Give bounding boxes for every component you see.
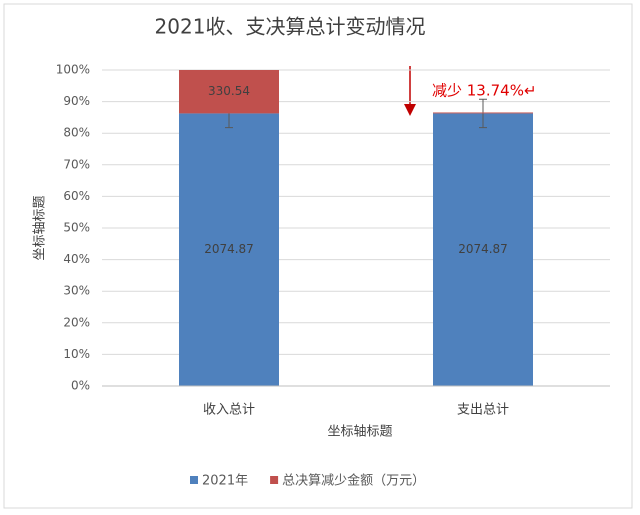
- bar-segment: [179, 70, 279, 114]
- bar-segment: [433, 112, 533, 114]
- y-tick-label: 100%: [56, 63, 90, 77]
- chart-title: 2021收、支决算总计变动情况: [155, 15, 426, 39]
- y-tick-label: 60%: [63, 189, 90, 203]
- annotation: 减少 13.74%↵: [432, 82, 537, 100]
- y-tick-label: 0%: [71, 379, 90, 393]
- annotation-arrowhead: [404, 104, 416, 116]
- x-tick-label: 支出总计: [457, 403, 509, 418]
- data-label: 330.54: [208, 84, 250, 98]
- legend-swatch: [270, 476, 279, 484]
- bar-segment: [433, 113, 533, 387]
- data-label: 2074.87: [204, 242, 254, 256]
- y-tick-label: 80%: [63, 126, 90, 140]
- y-tick-label: 10%: [63, 347, 90, 361]
- x-axis-title: 坐标轴标题: [327, 425, 392, 440]
- chart-border: [3, 3, 633, 509]
- y-tick-label: 40%: [63, 252, 90, 266]
- y-tick-label: 30%: [63, 284, 90, 298]
- x-tick-label: 收入总计: [203, 403, 255, 418]
- y-tick-label: 50%: [63, 221, 90, 235]
- y-tick-label: 70%: [63, 157, 90, 171]
- y-tick-label: 20%: [63, 315, 90, 329]
- legend-swatch: [190, 476, 198, 484]
- y-tick-label: 90%: [63, 94, 90, 108]
- legend-label: 总决算减少金额（万元）: [282, 473, 425, 489]
- y-axis-title: 坐标轴标题: [33, 195, 48, 260]
- legend-label: 2021年: [202, 474, 248, 489]
- data-label: 2074.87: [458, 242, 508, 256]
- bar-segment: [179, 113, 279, 387]
